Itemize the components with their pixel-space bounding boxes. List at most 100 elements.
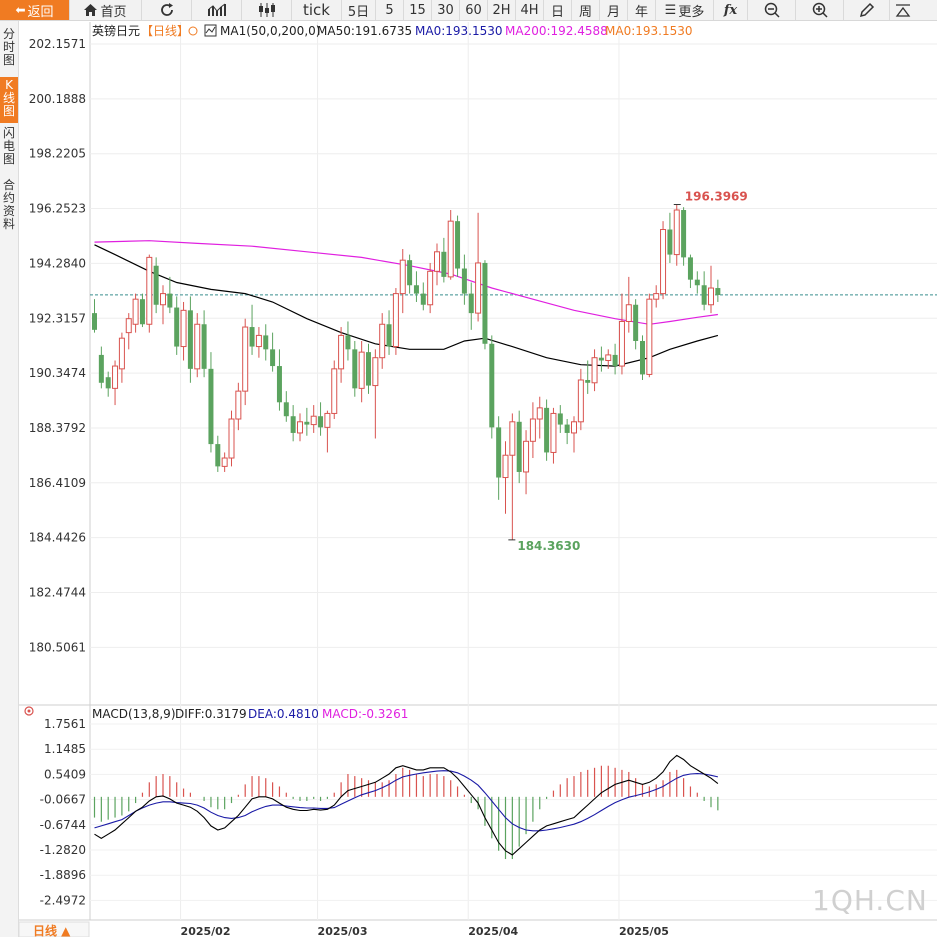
period-tab-7[interactable]: 日 xyxy=(544,0,572,20)
candle-body xyxy=(352,349,358,389)
candle xyxy=(701,271,707,311)
candle-body xyxy=(598,357,604,361)
candle xyxy=(653,285,660,308)
candle xyxy=(461,254,467,305)
candle xyxy=(496,416,502,500)
candle xyxy=(215,435,221,472)
price-axis-label: 196.2523 xyxy=(29,202,86,216)
candle-body xyxy=(536,407,543,420)
candle-body xyxy=(461,268,467,294)
candle xyxy=(475,212,482,322)
candle xyxy=(591,349,598,392)
home-icon xyxy=(84,4,98,16)
more-button[interactable]: ☰ 更多 xyxy=(656,0,714,20)
candle-body xyxy=(318,416,324,428)
candle xyxy=(625,276,632,333)
period-tag: 【日线】 xyxy=(141,24,189,38)
period-tab-3[interactable]: 30 xyxy=(432,0,460,20)
candle-body xyxy=(455,221,461,269)
candle-body xyxy=(174,307,180,347)
period-tab-10[interactable]: 年 xyxy=(628,0,656,20)
collapse-button[interactable] xyxy=(890,0,915,20)
candle xyxy=(208,352,214,453)
candle-body xyxy=(550,412,557,453)
footer-period-button[interactable]: 日线 ▲ xyxy=(33,923,71,937)
candle xyxy=(502,441,509,514)
chart-type-button[interactable] xyxy=(192,0,242,20)
period-tab-4[interactable]: 60 xyxy=(460,0,488,20)
macd-settings-icon xyxy=(24,706,34,716)
sidebar-item-1[interactable]: K线图 xyxy=(0,77,18,123)
formula-button[interactable]: fx xyxy=(714,0,748,20)
candle-body xyxy=(160,293,166,306)
back-button[interactable]: ⬅ 返回 xyxy=(0,0,70,20)
candle xyxy=(297,413,303,442)
candle xyxy=(413,271,419,302)
period-tabs: 5日 5 15 30 60 2H 4H 日周月年 xyxy=(342,0,656,20)
candle xyxy=(681,207,687,266)
candle-body xyxy=(167,293,173,308)
sidebar-item-3[interactable]: 合约资料 xyxy=(2,178,15,231)
draw-button[interactable] xyxy=(844,0,890,20)
price-axis-label: 198.2205 xyxy=(29,147,86,161)
candle xyxy=(283,391,289,422)
zoom-out-button[interactable] xyxy=(748,0,796,20)
candle xyxy=(536,396,543,439)
candle-body xyxy=(290,416,296,433)
period-tab-2[interactable]: 15 xyxy=(404,0,432,20)
price-axis-label: 182.4744 xyxy=(29,585,86,599)
period-tab-6[interactable]: 4H xyxy=(516,0,544,20)
candle xyxy=(399,249,406,314)
period-tab-9[interactable]: 月 xyxy=(600,0,628,20)
candle xyxy=(146,254,153,333)
candle xyxy=(509,413,516,540)
period-tab-0[interactable]: 5日 xyxy=(342,0,376,20)
candle xyxy=(187,296,193,383)
candle-body xyxy=(544,407,550,453)
candle xyxy=(242,318,249,406)
tick-button[interactable]: tick xyxy=(292,0,342,20)
candle xyxy=(201,310,207,378)
candle-body xyxy=(386,324,392,347)
indicator-icon-line xyxy=(205,26,216,34)
candle-body xyxy=(338,334,345,370)
candle-body xyxy=(92,313,97,330)
candle xyxy=(125,313,132,350)
candle xyxy=(598,346,604,372)
back-arrow-icon: ⬅ xyxy=(15,3,26,17)
candle xyxy=(153,257,159,314)
candle-body xyxy=(489,343,495,428)
candle-body xyxy=(304,421,310,425)
period-tab-5[interactable]: 2H xyxy=(488,0,516,20)
price-axis-label: 200.1888 xyxy=(29,92,86,106)
candle-body xyxy=(235,390,242,420)
ma200-line xyxy=(94,240,718,325)
zoom-in-button[interactable] xyxy=(796,0,844,20)
home-button[interactable]: 首页 xyxy=(70,0,142,20)
price-axis-label: 192.3157 xyxy=(29,311,86,325)
candle xyxy=(132,293,139,333)
candle xyxy=(482,260,488,350)
macd-axis-label: 1.1485 xyxy=(44,742,86,756)
period-tab-1[interactable]: 5 xyxy=(376,0,404,20)
tick-label: tick xyxy=(303,1,330,19)
sidebar-item-0[interactable]: 分时图 xyxy=(2,27,15,67)
candle xyxy=(489,335,495,439)
candle xyxy=(434,243,440,286)
candle-type-button[interactable] xyxy=(242,0,292,20)
candle-body xyxy=(413,285,419,294)
candle xyxy=(379,313,386,369)
settings-icon xyxy=(188,26,198,36)
candle xyxy=(324,410,331,453)
macd-axis-label: -1.8896 xyxy=(40,868,86,882)
candle xyxy=(228,410,235,467)
candle-body xyxy=(228,418,235,459)
refresh-button[interactable] xyxy=(142,0,192,20)
period-tab-8[interactable]: 周 xyxy=(572,0,600,20)
candle-body xyxy=(201,324,207,369)
candle-body xyxy=(523,440,530,473)
zoom-in-icon xyxy=(812,2,828,18)
sidebar-item-2[interactable]: 闪电图 xyxy=(2,126,15,166)
candle-body xyxy=(529,418,536,442)
